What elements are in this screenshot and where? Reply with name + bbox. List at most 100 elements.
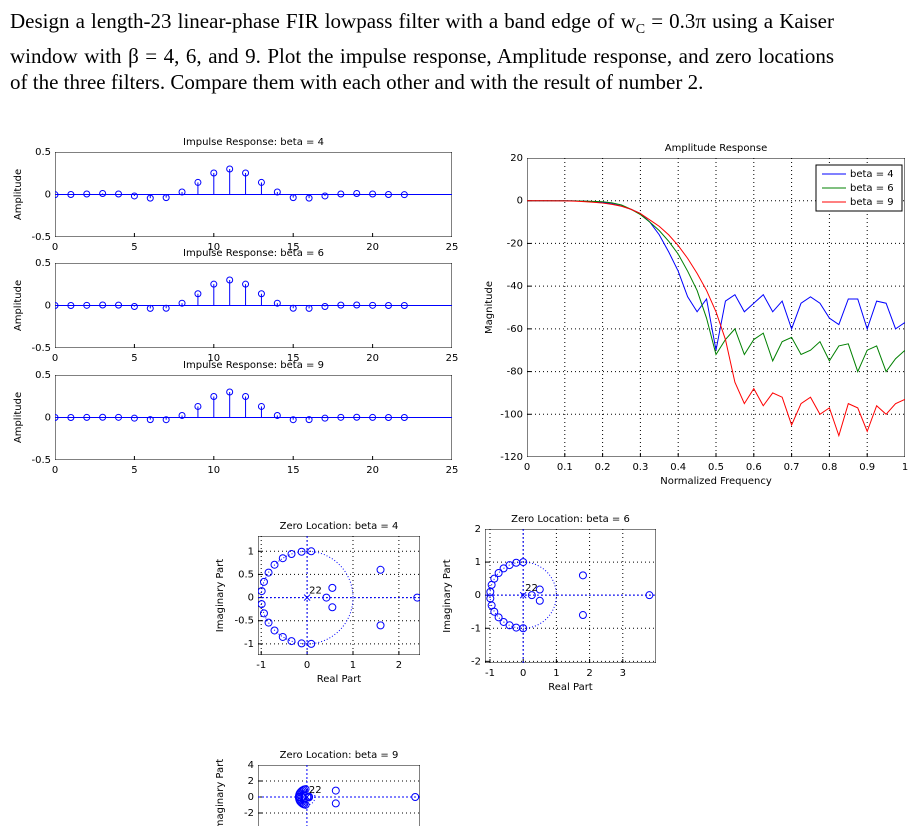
zero-marker (258, 587, 266, 596)
stem (353, 189, 361, 197)
stem-marker (115, 413, 123, 421)
stem (146, 194, 154, 202)
stem-marker (321, 414, 329, 422)
stem-marker (99, 301, 107, 309)
axes-frame (258, 536, 420, 655)
stem (115, 301, 123, 309)
x-tick-label: 0 (52, 353, 58, 364)
stem-marker (257, 290, 265, 298)
stem-marker (242, 280, 250, 288)
stem-marker (83, 413, 91, 421)
chart-title: Impulse Response: beta = 9 (183, 360, 324, 371)
x-tick-label: 0 (520, 668, 526, 679)
stem-marker (210, 280, 218, 288)
unit-circle (489, 561, 557, 629)
stem-marker (400, 302, 408, 309)
y-tick-label: 1 (475, 557, 481, 568)
chart-title: Impulse Response: beta = 4 (183, 137, 324, 148)
zero-marker (535, 596, 544, 605)
annotation: 22 (309, 586, 322, 597)
stem (369, 190, 377, 198)
stem-marker (194, 178, 202, 186)
y-tick-label: 4 (248, 760, 254, 771)
zero-marker (287, 637, 296, 646)
x-tick-label: 0.5 (708, 462, 724, 473)
stem (83, 190, 91, 198)
stem-marker (67, 414, 75, 421)
pole-marker (303, 594, 311, 601)
y-tick-label: -0.5 (31, 343, 51, 354)
zero-marker (287, 550, 296, 559)
stem-marker (194, 402, 202, 410)
stem (67, 414, 75, 421)
y-tick-label: 0 (45, 190, 51, 201)
zero-marker (505, 561, 514, 570)
stem (99, 301, 107, 309)
y-tick-label: 0.5 (35, 147, 51, 158)
y-tick-label: -20 (507, 238, 523, 249)
y-tick-label: -0.5 (31, 232, 51, 243)
stem-marker (146, 416, 154, 424)
x-tick-label: -1 (485, 668, 495, 679)
stem-marker (353, 301, 361, 309)
stem (242, 169, 250, 195)
stem-marker (67, 302, 75, 309)
stem-marker (226, 276, 234, 284)
annotation: 22 (525, 583, 538, 594)
stem (321, 303, 329, 311)
x-tick-label: 10 (207, 353, 220, 364)
stem (115, 190, 123, 198)
zero-marker (297, 547, 306, 556)
chart-title: Zero Location: beta = 4 (280, 521, 399, 532)
zero-marker (264, 618, 273, 627)
stem-marker (242, 169, 250, 177)
x-tick-label: 3 (620, 668, 626, 679)
stem-marker (384, 414, 392, 421)
y-axis-label: Amplitude (13, 280, 24, 331)
x-tick-label: 0.7 (784, 462, 800, 473)
x-tick-label: -1 (256, 660, 266, 671)
stem (178, 299, 186, 307)
zero-marker (376, 565, 385, 574)
stem-marker (55, 414, 59, 421)
axes-frame (485, 529, 656, 663)
stem (384, 414, 392, 421)
stem-marker (305, 416, 313, 424)
zero-marker (258, 600, 266, 609)
stem-marker (289, 304, 297, 312)
stem (178, 188, 186, 196)
stem-marker (337, 413, 345, 421)
zero-marker (328, 603, 337, 612)
stem-marker (99, 189, 107, 197)
x-tick-label: 2 (586, 668, 592, 679)
y-tick-label: 0.5 (35, 370, 51, 381)
stem (369, 301, 377, 309)
stem-marker (321, 192, 329, 200)
stem-marker (178, 299, 186, 307)
stem (210, 393, 218, 418)
y-tick-label: -0.5 (234, 616, 254, 627)
x-tick-label: 0.6 (746, 462, 762, 473)
stem (210, 280, 218, 306)
x-tick-label: 0 (52, 465, 58, 476)
x-tick-label: 20 (366, 465, 379, 476)
zero-marker (413, 593, 420, 602)
stem (369, 413, 377, 421)
zero-marker (645, 591, 654, 600)
y-tick-label: 2 (248, 776, 254, 787)
y-tick-label: 2 (475, 524, 481, 535)
plot-area (55, 375, 452, 460)
stem-marker (194, 290, 202, 298)
stem (67, 191, 75, 198)
pole-marker (519, 591, 527, 599)
stem (273, 299, 281, 307)
zero-marker (578, 571, 587, 580)
stem-marker (353, 189, 361, 197)
stem-marker (273, 188, 281, 196)
unit-circle (298, 788, 316, 806)
zero-marker (494, 569, 503, 578)
zero-marker (331, 799, 340, 808)
stem (257, 290, 265, 306)
stem-marker (115, 301, 123, 309)
stem (384, 302, 392, 309)
